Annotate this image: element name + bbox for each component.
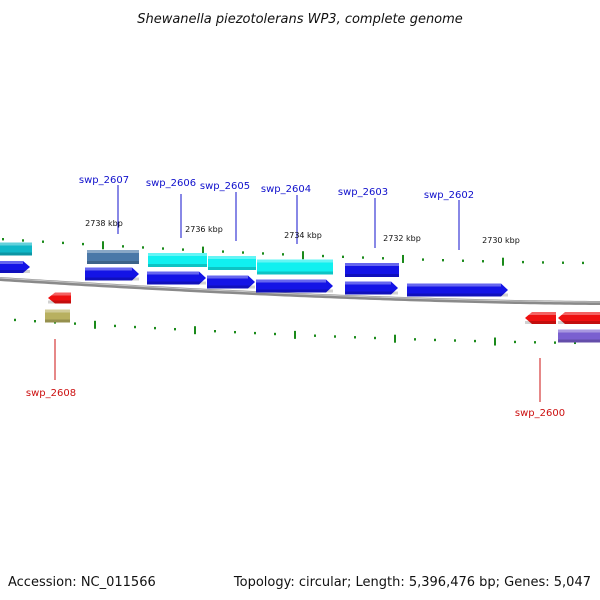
gene-label: swp_2603 bbox=[338, 187, 388, 198]
cds-arrow-reverse bbox=[525, 312, 556, 324]
cds-arrow-reverse bbox=[48, 292, 71, 304]
gene-label: swp_2608 bbox=[26, 388, 76, 399]
cds-block bbox=[0, 242, 32, 256]
gene-label: swp_2600 bbox=[515, 408, 565, 419]
gene-label: swp_2602 bbox=[424, 190, 474, 201]
gene-label: swp_2604 bbox=[261, 184, 311, 195]
cds-block bbox=[148, 253, 207, 267]
cds-block bbox=[87, 250, 139, 264]
cds-arrow-reverse bbox=[558, 312, 600, 324]
cds-arrow bbox=[345, 281, 398, 295]
genome-summary: Topology: circular; Length: 5,396,476 bp… bbox=[233, 575, 591, 590]
cds-arrow bbox=[256, 279, 333, 293]
map-title: Shewanella piezotolerans WP3, complete g… bbox=[137, 12, 463, 27]
gene-callouts: swp_2607 swp_2606 swp_2605 swp_2604 swp_2603… bbox=[26, 175, 565, 419]
scale-label: 2734 kbp bbox=[284, 231, 322, 240]
gene-label: swp_2606 bbox=[146, 178, 196, 189]
cds-arrow bbox=[147, 271, 206, 285]
backbone-highlight bbox=[0, 277, 600, 303]
cds-arrow bbox=[407, 283, 508, 297]
cds-block bbox=[345, 263, 399, 277]
cds-block bbox=[45, 309, 70, 323]
scale-label: 2736 kbp bbox=[185, 225, 223, 234]
cds-arrow bbox=[85, 267, 139, 281]
scale-label: 2738 kbp bbox=[85, 219, 123, 228]
scale-labels: 2738 kbp 2736 kbp 2734 kbp 2732 kbp 2730 kbp bbox=[85, 219, 520, 245]
gene-label: swp_2605 bbox=[200, 181, 250, 192]
backbone-line bbox=[0, 277, 600, 305]
scale-ticks bbox=[2, 237, 584, 346]
cds-arrow bbox=[207, 275, 255, 289]
accession-label: Accession: NC_011566 bbox=[8, 575, 156, 590]
gene-features bbox=[0, 242, 600, 343]
gene-label: swp_2607 bbox=[79, 175, 129, 186]
genome-backbone bbox=[0, 277, 600, 305]
cds-block bbox=[257, 259, 333, 275]
cds-arrow bbox=[0, 261, 30, 273]
cds-block bbox=[558, 329, 600, 343]
cds-block bbox=[208, 256, 256, 270]
scale-label: 2732 kbp bbox=[383, 234, 421, 243]
scale-label: 2730 kbp bbox=[482, 236, 520, 245]
